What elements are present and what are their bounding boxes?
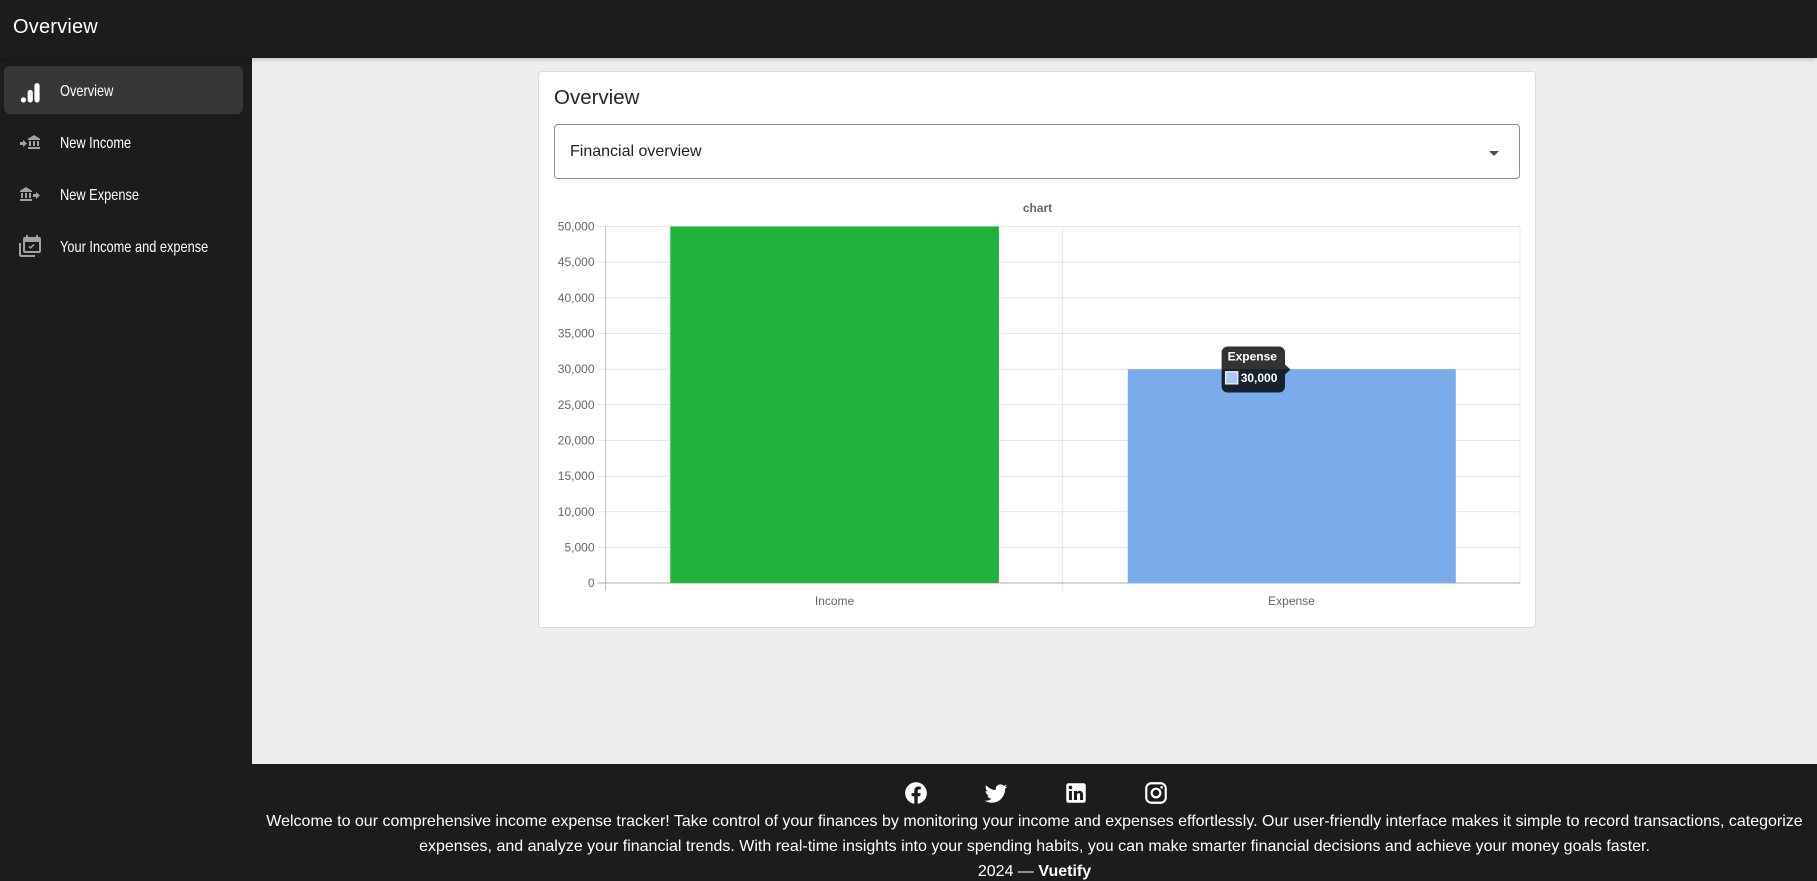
svg-text:20,000: 20,000 [558,434,595,448]
svg-text:25,000: 25,000 [558,398,595,412]
svg-text:Expense: Expense [1228,350,1278,364]
svg-text:5,000: 5,000 [564,541,594,555]
svg-text:50,000: 50,000 [558,220,595,234]
svg-text:0: 0 [588,576,595,590]
svg-text:Expense: Expense [1268,594,1315,608]
svg-text:35,000: 35,000 [558,327,595,341]
svg-text:10,000: 10,000 [558,505,595,519]
svg-text:Income: Income [815,594,855,608]
svg-text:45,000: 45,000 [558,255,595,269]
svg-text:30,000: 30,000 [1241,371,1278,385]
svg-text:15,000: 15,000 [558,469,595,483]
svg-text:30,000: 30,000 [558,362,595,376]
svg-text:chart: chart [1023,201,1052,215]
svg-text:40,000: 40,000 [558,291,595,305]
